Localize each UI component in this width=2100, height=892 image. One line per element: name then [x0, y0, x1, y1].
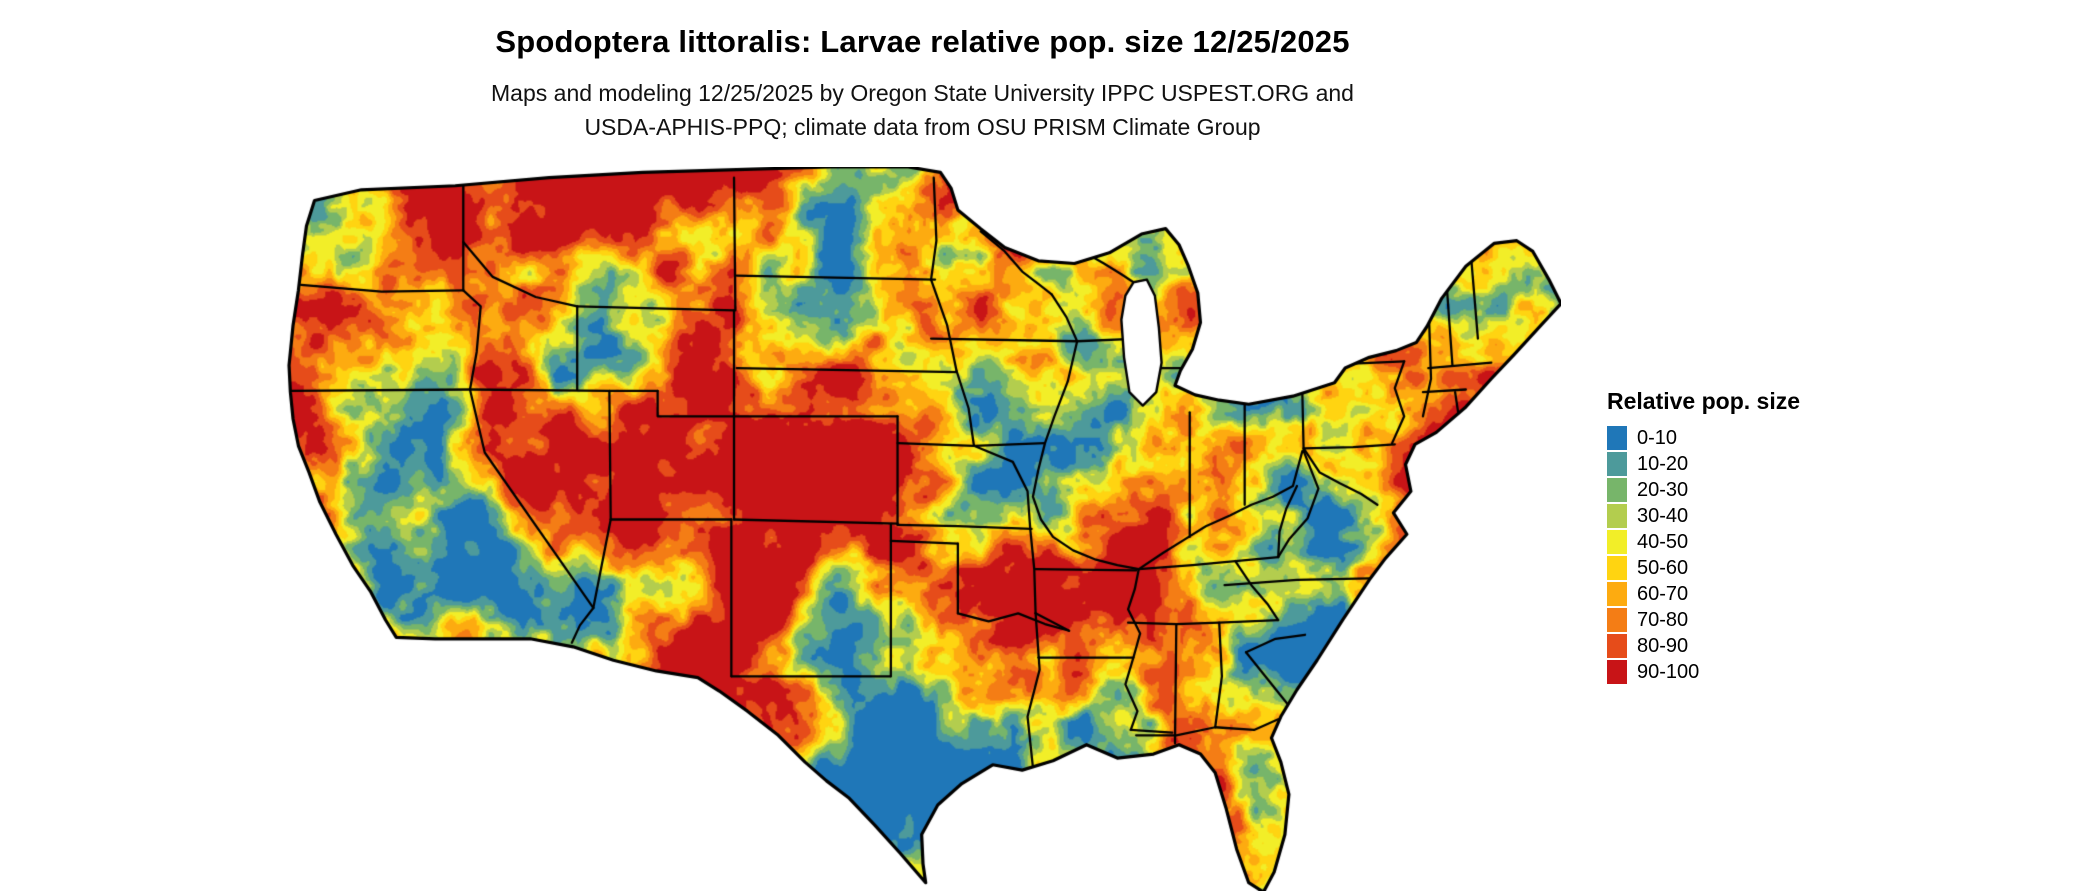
subtitle: Maps and modeling 12/25/2025 by Oregon S…	[0, 76, 1845, 144]
us-map-canvas	[281, 167, 1561, 891]
subtitle-line-2: USDA-APHIS-PPQ; climate data from OSU PR…	[584, 114, 1261, 140]
legend-item: 10-20	[1607, 451, 1800, 477]
legend-item: 30-40	[1607, 503, 1800, 529]
legend-color-swatch	[1607, 660, 1627, 684]
legend-color-swatch	[1607, 582, 1627, 606]
legend-item-label: 60-70	[1637, 583, 1689, 605]
legend-items: 0-10 10-20 20-30 30-40 40-50 50-60 60-70 70-80 8…	[1607, 425, 1800, 685]
figure-header: Spodoptera littoralis: Larvae relative p…	[0, 24, 1845, 144]
legend-item-label: 10-20	[1637, 453, 1689, 475]
legend-title: Relative pop. size	[1607, 388, 1801, 414]
legend-item-label: 20-30	[1637, 479, 1689, 501]
legend-color-swatch	[1607, 452, 1627, 476]
legend-color-swatch	[1607, 556, 1627, 580]
legend-item-label: 70-80	[1637, 609, 1689, 631]
legend-color-swatch	[1607, 478, 1627, 502]
page-title: Spodoptera littoralis: Larvae relative p…	[495, 24, 1350, 59]
legend-color-swatch	[1607, 608, 1627, 632]
legend-item-label: 80-90	[1637, 635, 1689, 657]
legend-item-label: 50-60	[1637, 557, 1689, 579]
legend-color-swatch	[1607, 504, 1627, 528]
legend: Relative pop. size 0-10 10-20 20-30 30-40 40…	[1607, 388, 1800, 685]
legend-item-label: 0-10	[1637, 427, 1678, 449]
legend-item: 90-100	[1607, 659, 1800, 685]
legend-color-swatch	[1607, 530, 1627, 554]
subtitle-line-1: Maps and modeling 12/25/2025 by Oregon S…	[491, 80, 1354, 106]
legend-item: 40-50	[1607, 529, 1800, 555]
legend-item: 60-70	[1607, 581, 1800, 607]
legend-color-swatch	[1607, 634, 1627, 658]
legend-color-swatch	[1607, 426, 1627, 450]
legend-item-label: 90-100	[1637, 661, 1700, 683]
legend-item: 20-30	[1607, 477, 1800, 503]
legend-item-label: 30-40	[1637, 505, 1689, 527]
legend-item: 70-80	[1607, 607, 1800, 633]
legend-item: 80-90	[1607, 633, 1800, 659]
legend-item: 50-60	[1607, 555, 1800, 581]
legend-item-label: 40-50	[1637, 531, 1689, 553]
legend-item: 0-10	[1607, 425, 1800, 451]
